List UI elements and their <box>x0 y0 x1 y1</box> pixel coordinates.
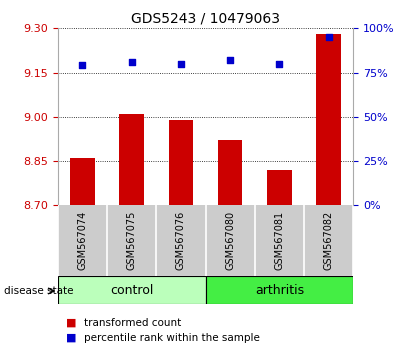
Point <box>276 61 283 67</box>
Bar <box>316 34 341 205</box>
Text: ■: ■ <box>66 333 76 343</box>
Text: GSM567080: GSM567080 <box>225 211 235 270</box>
Text: control: control <box>110 284 153 297</box>
Bar <box>58 276 206 304</box>
Bar <box>267 170 292 205</box>
Bar <box>70 158 95 205</box>
Text: disease state: disease state <box>4 286 74 296</box>
Bar <box>119 114 144 205</box>
Text: GSM567082: GSM567082 <box>324 211 334 270</box>
Text: arthritis: arthritis <box>255 284 304 297</box>
Text: transformed count: transformed count <box>84 318 182 328</box>
Point <box>79 63 85 68</box>
Bar <box>218 141 242 205</box>
Point <box>178 61 184 67</box>
Text: ■: ■ <box>66 318 76 328</box>
Point <box>128 59 135 65</box>
Bar <box>206 276 353 304</box>
Point <box>326 34 332 40</box>
Text: GSM567075: GSM567075 <box>127 211 136 270</box>
Text: GSM567076: GSM567076 <box>176 211 186 270</box>
Text: GSM567074: GSM567074 <box>77 211 87 270</box>
Bar <box>169 120 193 205</box>
Text: GSM567081: GSM567081 <box>275 211 284 270</box>
Text: percentile rank within the sample: percentile rank within the sample <box>84 333 260 343</box>
Title: GDS5243 / 10479063: GDS5243 / 10479063 <box>131 12 280 26</box>
Point <box>227 57 233 63</box>
